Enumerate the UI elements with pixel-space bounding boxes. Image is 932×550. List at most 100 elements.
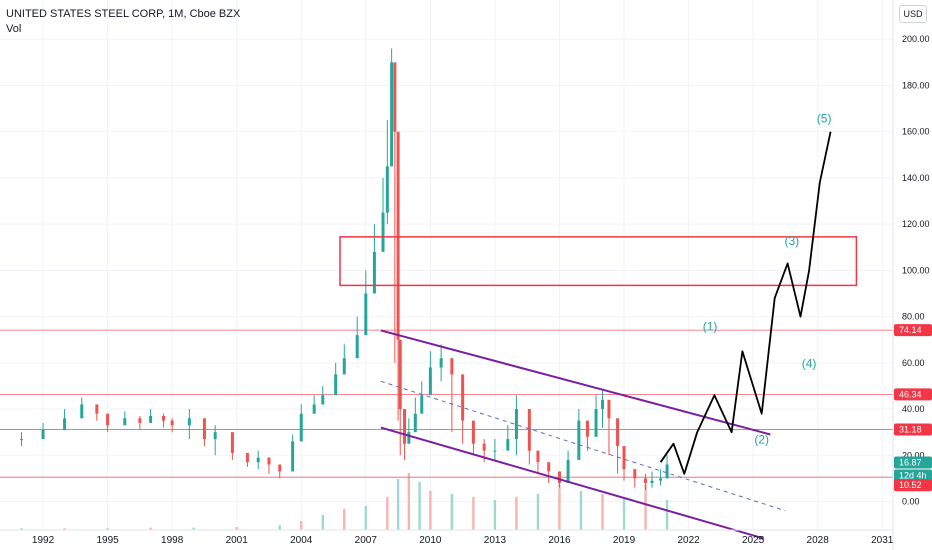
candle-body (187, 418, 191, 426)
symbol-title: UNITED STATES STEEL CORP, 1M, Cboe BZX (6, 8, 241, 20)
price-label: 74.14 (899, 325, 922, 335)
price-label: 46.34 (899, 389, 922, 399)
x-tick-label: 1998 (161, 535, 184, 546)
candle-body (601, 399, 605, 410)
y-tick-label: 40.00 (902, 404, 925, 414)
x-tick-label: 2004 (290, 535, 313, 546)
candle-body (390, 62, 394, 167)
candle-body (355, 335, 359, 359)
x-tick-label: 1995 (96, 535, 119, 546)
volume-bar (278, 525, 281, 530)
wave-labels: (1) (2) (3) (4) (5) (703, 111, 832, 446)
price-candles (20, 48, 669, 490)
price-label-bg (894, 456, 932, 469)
candle-body (123, 418, 127, 426)
candle-body (594, 409, 598, 437)
y-tick-label: 200.00 (902, 34, 930, 44)
candle-body (536, 450, 540, 463)
candle-body (403, 409, 407, 444)
candle-body (659, 478, 663, 481)
resistance-box-rect (339, 236, 858, 287)
volume-bar (450, 494, 454, 530)
wave-label: (2) (754, 433, 769, 447)
volume-bar (515, 497, 518, 530)
price-label-bg (894, 388, 932, 401)
horizontal-levels (0, 329, 893, 478)
candle-body (342, 358, 346, 375)
volume-bar (149, 527, 152, 530)
volume-bar (558, 485, 561, 530)
candle-body (450, 358, 454, 375)
candle-body (396, 131, 400, 340)
wave-label: (1) (703, 319, 718, 333)
candle-body (607, 399, 611, 419)
candle-body (41, 429, 45, 440)
candle-body (202, 418, 206, 440)
descending-channel (380, 329, 786, 540)
candle-body (493, 450, 497, 452)
volume-bar (418, 482, 421, 530)
candle-body (557, 471, 561, 484)
candle-body (585, 420, 589, 437)
x-tick-label: 2013 (484, 535, 507, 546)
volume-bar (386, 497, 389, 530)
candle-body (256, 457, 260, 463)
volume-bar (579, 491, 583, 530)
candle-body (650, 480, 654, 484)
x-tick-label: 2010 (419, 535, 442, 546)
candle-body (471, 420, 475, 444)
y-tick-label: 80.00 (902, 312, 925, 322)
candle-body (644, 478, 648, 484)
candle-body (213, 432, 217, 440)
price-label: 16.87 (899, 458, 922, 468)
volume-indicator-label[interactable]: Vol (6, 23, 22, 35)
x-tick-label: 2001 (226, 535, 249, 546)
candle-body (321, 395, 325, 405)
candle-body (393, 62, 397, 132)
x-tick-label: 2025 (742, 535, 765, 546)
candle-body (364, 293, 368, 336)
wave-label: (4) (802, 356, 817, 370)
x-tick-label: 1992 (32, 535, 55, 546)
projection-line (659, 131, 832, 475)
wave-label: (3) (785, 234, 800, 248)
y-tick-label: 140.00 (902, 173, 930, 183)
currency-button[interactable]: USD (899, 5, 927, 23)
volume-bar (472, 497, 475, 530)
candle-body (665, 464, 669, 479)
candle-body (547, 462, 551, 472)
x-tick-label: 2031 (871, 535, 894, 546)
candle-body (299, 413, 303, 442)
y-tick-label: 0.00 (902, 497, 920, 507)
candle-body (420, 395, 424, 414)
volume-bar (622, 497, 626, 530)
candle-body (413, 413, 417, 433)
projection-path (659, 131, 832, 475)
candle-body (267, 457, 271, 465)
candle-body (381, 212, 385, 252)
candle-body (312, 404, 316, 414)
candle-body (407, 432, 411, 444)
volume-bar (396, 479, 400, 530)
x-tick-label: 2028 (807, 535, 830, 546)
volume-bar (321, 515, 324, 530)
x-tick-label: 2016 (548, 535, 571, 546)
volume-bar (235, 527, 238, 530)
price-label: 10.52 (899, 480, 922, 490)
candle-body (514, 409, 518, 440)
volume-bar (601, 494, 604, 530)
price-label-bg (894, 479, 932, 492)
candle-body (334, 374, 338, 396)
candle-body (106, 413, 110, 426)
volume-bar (106, 528, 109, 530)
price-label-bg (894, 324, 932, 337)
channel-lower-line (380, 426, 765, 540)
channel-upper-line (380, 329, 771, 436)
y-tick-label: 120.00 (902, 219, 930, 229)
price-label-bg (894, 423, 932, 436)
candle-body (291, 441, 295, 472)
channel-middle-line (380, 380, 786, 512)
